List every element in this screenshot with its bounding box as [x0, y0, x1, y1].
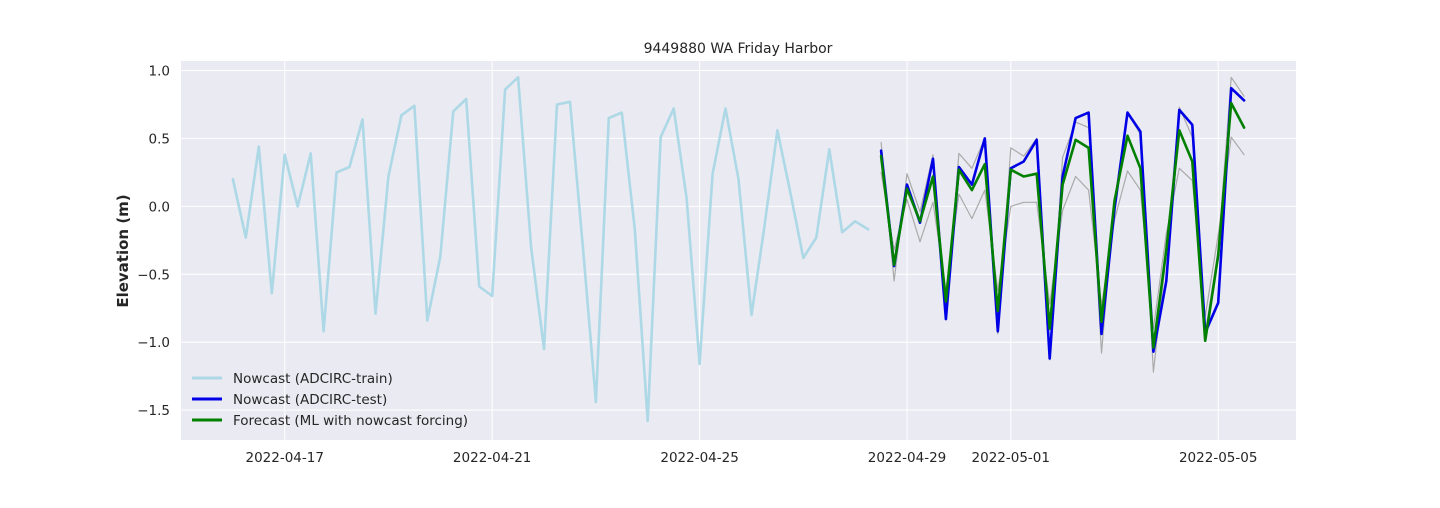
x-tick-label: 2022-04-21: [453, 450, 531, 466]
legend: Nowcast (ADCIRC-train) Nowcast (ADCIRC-t…: [192, 371, 468, 429]
series-layer: [231, 76, 1246, 423]
series-line-train: [231, 76, 870, 423]
y-tick-labels: 1.0 0.5 0.0 −0.5 −1.0 −1.5: [137, 64, 170, 420]
chart-title: 9449880 WA Friday Harbor: [644, 41, 833, 57]
x-tick-label: 2022-04-29: [868, 450, 946, 466]
legend-label-train: Nowcast (ADCIRC-train): [233, 371, 393, 387]
y-axis-label: Elevation (m): [114, 194, 132, 307]
x-tick-label: 2022-05-05: [1179, 450, 1257, 466]
x-tick-label: 2022-04-25: [660, 450, 738, 466]
x-tick-label: 2022-04-17: [245, 450, 323, 466]
y-tick-label: −1.0: [137, 335, 170, 351]
x-tick-label: 2022-05-01: [972, 450, 1050, 466]
series-line-forecast: [879, 101, 1246, 349]
y-tick-label: −1.5: [137, 403, 170, 419]
y-tick-label: 0.0: [149, 199, 170, 215]
legend-label-test: Nowcast (ADCIRC-test): [233, 392, 387, 408]
y-tick-label: 0.5: [149, 131, 170, 147]
legend-label-forecast: Forecast (ML with nowcast forcing): [233, 413, 468, 429]
gridlines: [181, 61, 1296, 440]
y-tick-label: −0.5: [137, 267, 170, 283]
y-tick-label: 1.0: [149, 64, 170, 80]
x-tick-labels: 2022-04-17 2022-04-21 2022-04-25 2022-04-29…: [245, 450, 1257, 466]
